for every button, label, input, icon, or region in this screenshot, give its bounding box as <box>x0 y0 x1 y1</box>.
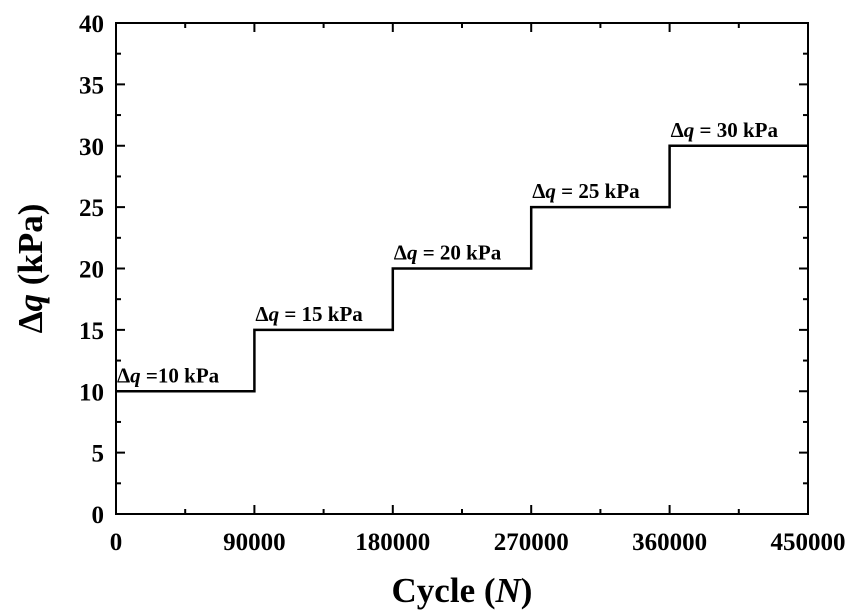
x-axis-title-prefix: Cycle ( <box>392 571 496 610</box>
y-tick-label: 40 <box>79 11 104 38</box>
y-tick-label: 0 <box>92 502 105 529</box>
y-axis-title-suffix: (kPa) <box>11 204 50 294</box>
annotations: Δq =10 kPa Δq = 15 kPa Δq = 20 kPa Δq = 25 … <box>117 118 778 388</box>
x-tick-label: 270000 <box>494 529 569 556</box>
x-tick-label: 0 <box>110 529 123 556</box>
x-tick-label: 180000 <box>355 529 430 556</box>
series-line <box>116 144 808 393</box>
x-axis-title-suffix: ) <box>521 571 533 610</box>
step-annotation: Δq = 25 kPa <box>532 179 640 203</box>
y-axis-title: Δq (kPa) <box>11 204 50 334</box>
y-tick-label: 25 <box>79 195 104 222</box>
y-axis-title-delta: Δ <box>11 311 50 333</box>
step-annotation: Δq = 30 kPa <box>671 118 779 142</box>
y-axis-title-var: q <box>11 294 50 312</box>
y-tick-label: 10 <box>79 379 104 406</box>
step-annotation: Δq = 15 kPa <box>255 302 363 326</box>
x-tick-label: 360000 <box>632 529 707 556</box>
x-tick-label: 450000 <box>771 529 846 556</box>
x-axis-title-var: N <box>495 571 523 610</box>
y-tick-label: 15 <box>79 318 104 345</box>
x-tick-label: 90000 <box>223 529 286 556</box>
y-tick-label: 35 <box>79 72 104 99</box>
y-tick-label: 5 <box>92 441 105 468</box>
x-axis-title: Cycle (N) <box>392 571 533 610</box>
step-annotation: Δq = 20 kPa <box>394 241 502 265</box>
y-axis-ticks: 0 5 10 15 20 25 30 35 40 <box>79 11 808 529</box>
step-annotation: Δq =10 kPa <box>117 363 220 387</box>
y-tick-label: 20 <box>79 257 104 284</box>
x-axis-ticks: 0 90000 180000 270000 360000 450000 <box>110 23 846 556</box>
y-tick-label: 30 <box>79 134 104 161</box>
